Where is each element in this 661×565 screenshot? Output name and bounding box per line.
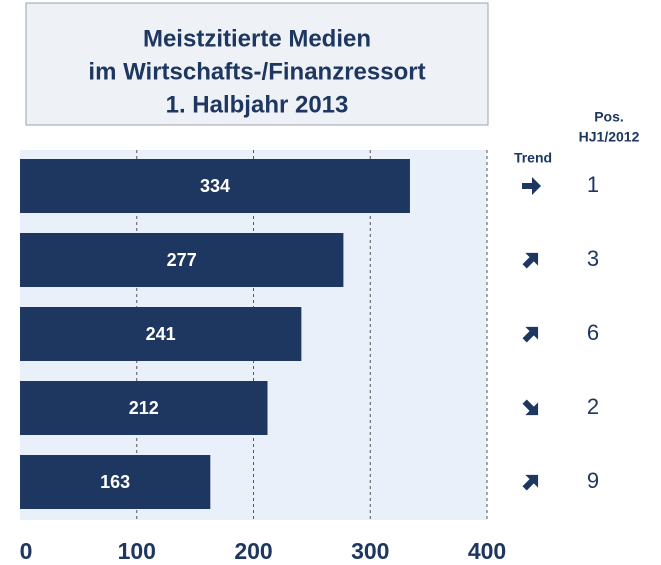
x-tick-label: 300: [351, 538, 389, 564]
trend-header: Trend: [514, 150, 552, 166]
x-tick-label: 100: [118, 538, 156, 564]
bar: [20, 455, 211, 509]
x-tick-label: 400: [468, 538, 506, 564]
chart-title: im Wirtschafts-/Finanzressort: [88, 58, 425, 85]
trend-arrow: [522, 399, 539, 416]
value-label: 241: [146, 324, 176, 344]
trend-arrow: [522, 474, 539, 491]
bar: [20, 233, 344, 287]
previous-position: 9: [587, 468, 599, 493]
trend-arrow: [522, 326, 539, 343]
bar: [20, 307, 302, 361]
bar: [20, 159, 410, 213]
value-label: 212: [129, 398, 159, 418]
previous-position: 6: [587, 320, 599, 345]
previous-position: 1: [587, 172, 599, 197]
value-label: 334: [200, 176, 230, 196]
x-tick-label: 0: [20, 538, 33, 564]
chart-title: Meistzitierte Medien: [143, 25, 371, 52]
position-header: Pos.: [594, 109, 624, 125]
chart-title: 1. Halbjahr 2013: [166, 91, 349, 118]
value-label: 163: [100, 472, 130, 492]
previous-position: 2: [587, 394, 599, 419]
title-box: [25, 2, 489, 126]
trend-arrow: [522, 177, 541, 195]
previous-position: 3: [587, 246, 599, 271]
x-tick-label: 200: [234, 538, 272, 564]
trend-arrow: [522, 252, 539, 269]
value-label: 277: [167, 250, 197, 270]
bar: [20, 381, 268, 435]
position-header: HJ1/2012: [579, 129, 640, 145]
